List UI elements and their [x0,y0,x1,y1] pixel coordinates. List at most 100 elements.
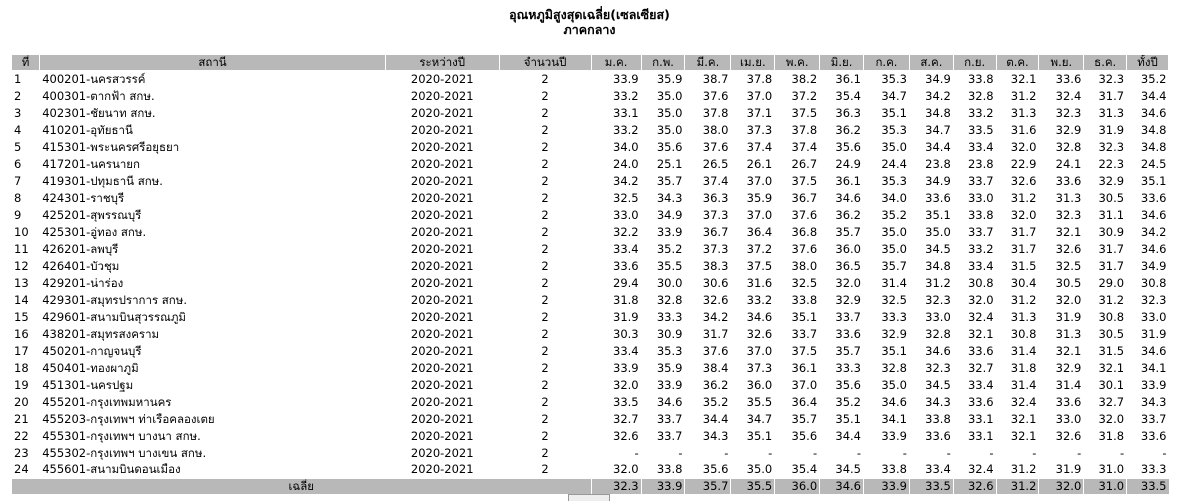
month-value: 34.6 [640,393,685,411]
month-value: 36.2 [684,376,731,394]
month-value: - [640,444,685,462]
month-value: 33.0 [590,206,642,224]
year-range: 2020-2021 [384,223,500,241]
station-name: 429201-น่าร่อง [39,274,386,292]
average-value: 31.2 [995,478,1039,494]
table-row: 10 425301-อู่ทอง สกษ. 2020-2021 2 32.2 33.9 36… [10,223,1169,241]
average-value: 31.0 [1083,478,1127,494]
station-name: 426201-ลพบุรี [39,240,386,258]
month-value: - [908,444,954,462]
month-value: 32.0 [995,138,1039,156]
month-value: 31.7 [684,325,731,343]
month-value: 34.1 [1126,359,1169,377]
page-button[interactable] [568,494,610,501]
month-value: 34.8 [1126,121,1169,139]
month-value: 34.4 [1126,87,1169,105]
month-value: 35.2 [1126,70,1169,88]
month-value: 26.5 [684,155,731,173]
month-value: 34.3 [1126,393,1169,411]
month-value: 36.1 [819,172,864,190]
month-value: 30.5 [1083,325,1127,343]
month-value: 33.6 [952,342,997,360]
month-value: 31.8 [1083,427,1127,445]
month-value: 32.9 [819,291,864,309]
month-value: 34.3 [684,427,731,445]
station-name: 419301-ปทุมธานี สกษ. [39,172,386,190]
month-value: 37.3 [730,121,775,139]
station-name: 450201-กาญจนบุรี [39,342,386,360]
month-value: 31.0 [1083,461,1127,479]
month-value: 38.4 [684,359,731,377]
month-value: 32.9 [1038,121,1084,139]
month-value: 33.5 [590,393,642,411]
month-value: 31.4 [862,274,910,292]
month-value: 29.4 [590,274,642,292]
month-value: 32.8 [908,325,954,343]
report-title-line2: ภาคกลาง [563,22,616,37]
month-value: 36.8 [774,223,820,241]
month-value: 34.6 [908,342,954,360]
column-header: ก.ค. [862,54,910,71]
table-row: 13 429201-น่าร่อง 2020-2021 2 29.4 30.0 30.6 31… [10,274,1169,292]
table-row: 14 429301-สมุทรปราการ สกษ. 2020-2021 2 31.8 3… [10,291,1169,309]
month-value: 32.1 [1038,342,1084,360]
average-value: 33.5 [1126,478,1169,494]
month-value: 35.2 [684,393,731,411]
row-number: 24 [10,461,40,479]
month-value: 25.1 [640,155,685,173]
month-value: 32.8 [952,87,997,105]
month-value: - [819,444,864,462]
month-value: 33.8 [774,291,820,309]
month-value: 31.2 [995,291,1039,309]
month-value: 34.3 [640,189,685,207]
month-value: 34.6 [862,393,910,411]
month-value: 35.6 [819,376,864,394]
month-value: 32.4 [952,461,997,479]
month-value: 32.0 [995,206,1039,224]
year-range: 2020-2021 [384,172,500,190]
station-name: 425201-สุพรรณบุรี [39,206,386,224]
month-value: 33.2 [952,104,997,122]
month-value: 37.3 [684,206,731,224]
station-name: 451301-นครปฐม [39,376,386,394]
month-value: 31.2 [995,87,1039,105]
month-value: 32.4 [1038,87,1084,105]
month-value: 34.5 [908,376,954,394]
month-value: 33.9 [640,223,685,241]
month-value: 32.8 [862,359,910,377]
month-value: 36.2 [819,121,864,139]
month-value: 32.1 [952,325,997,343]
month-value: 33.1 [952,410,997,428]
month-value: 33.6 [908,427,954,445]
month-value: 36.3 [684,189,731,207]
year-count: 2 [498,189,592,207]
month-value: 32.3 [1083,138,1127,156]
month-value: - [1126,444,1169,462]
month-value: 37.0 [730,342,775,360]
average-value: 32.0 [1038,478,1084,494]
month-value: 33.3 [1126,461,1169,479]
month-value: 30.8 [995,325,1039,343]
table-row: 4 410201-อุทัยธานี 2020-2021 2 33.2 35.0 38.0 3… [10,121,1169,139]
row-number: 3 [10,104,40,122]
month-value: 32.8 [1038,138,1084,156]
month-value: 35.7 [862,257,910,275]
month-value: 31.9 [1038,461,1084,479]
month-value: 33.7 [819,308,864,326]
year-range: 2020-2021 [384,87,500,105]
month-value: 35.2 [862,206,910,224]
month-value: 33.8 [640,461,685,479]
month-value: 31.7 [1083,87,1127,105]
year-count: 2 [498,461,592,479]
table-row: 2 400301-ตากฟ้า สกษ. 2020-2021 2 33.2 35.0 37.… [10,87,1169,105]
table-row: 6 417201-นครนายก 2020-2021 2 24.0 25.1 26.5 26.… [10,155,1169,173]
table-row: 21 455203-กรุงเทพฯ ท่าเรือคลองเตย 2020-202… [10,410,1169,428]
row-number: 17 [10,342,40,360]
month-value: 35.1 [862,342,910,360]
station-name: 402301-ชัยนาท สกษ. [39,104,386,122]
month-value: 37.1 [730,104,775,122]
month-value: 31.4 [1038,376,1084,394]
month-value: 34.6 [1126,206,1169,224]
row-number: 4 [10,121,40,139]
month-value: 38.3 [684,257,731,275]
